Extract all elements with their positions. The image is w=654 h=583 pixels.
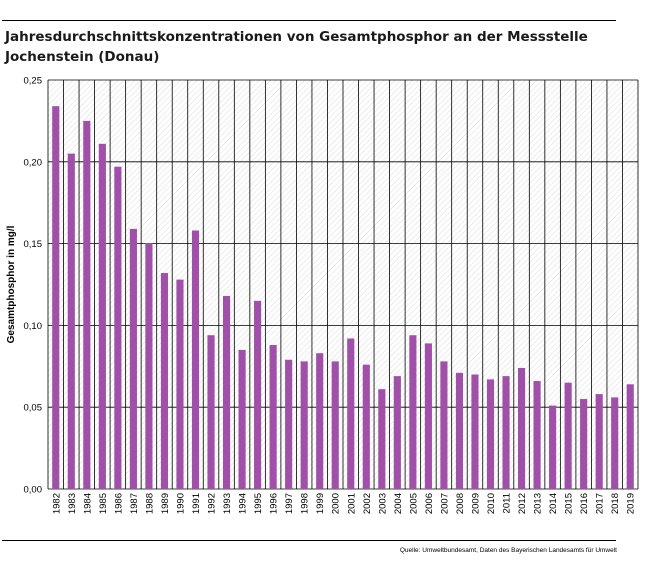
bar-1995: [254, 300, 262, 489]
bar-1992: [207, 335, 215, 489]
x-tick-label: 2014: [548, 493, 559, 514]
top-rule: [2, 20, 616, 21]
bar-1982: [52, 106, 60, 490]
bar-2015: [564, 382, 572, 489]
bar-2011: [502, 376, 510, 489]
x-tick-label: 2002: [362, 493, 373, 514]
bar-2008: [455, 372, 464, 489]
bar-2010: [486, 379, 495, 489]
x-tick-label: 1993: [222, 493, 233, 514]
x-tick-label: 2008: [455, 493, 466, 514]
x-tick-label: 2013: [533, 493, 544, 514]
bar-2002: [362, 364, 370, 489]
bar-1999: [316, 353, 324, 489]
bar-2007: [440, 361, 448, 489]
bar-2013: [533, 381, 541, 489]
x-tick-label: 2016: [579, 493, 590, 514]
bar-1986: [114, 166, 122, 489]
bar-2019: [626, 384, 634, 489]
x-tick-label: 2001: [346, 493, 357, 514]
y-tick-label: 0,00: [24, 485, 43, 496]
x-tick-label: 1985: [98, 493, 109, 514]
bar-1996: [269, 345, 277, 489]
y-tick-label: 0,05: [24, 403, 43, 414]
x-tick-label: 1986: [113, 493, 124, 514]
bar-2017: [595, 394, 603, 489]
x-tick-label: 2018: [610, 493, 621, 514]
x-tick-label: 1996: [269, 493, 280, 514]
y-tick-label: 0,25: [24, 76, 43, 87]
x-tick-label: 2006: [424, 493, 435, 514]
bar-2009: [471, 374, 479, 489]
x-tick-label: 2015: [564, 493, 575, 514]
x-axis: 1982 1983 1984 1985 1986 1987 1988 1989 1990 1991…: [51, 493, 636, 514]
bar-1983: [67, 153, 75, 489]
source-note: Quelle: Umweltbundesamt, Daten des Bayer…: [399, 547, 617, 554]
x-tick-label: 2000: [331, 493, 342, 514]
y-axis: 0,00 0,05 0,10 0,15 0,20 0,25: [24, 76, 43, 496]
bar-1984: [83, 120, 91, 490]
bar-2000: [331, 361, 339, 489]
x-tick-label: 2011: [502, 493, 513, 513]
x-tick-label: 2007: [439, 493, 450, 514]
bar-1989: [160, 273, 169, 489]
x-tick-label: 1991: [191, 493, 202, 514]
bar-series: [52, 106, 634, 490]
bar-2001: [347, 338, 355, 489]
x-tick-label: 2017: [595, 493, 606, 514]
x-tick-label: 1982: [51, 493, 62, 514]
bar-2003: [378, 389, 386, 489]
x-tick-label: 1988: [144, 493, 155, 514]
x-tick-label: 2019: [626, 493, 637, 514]
x-tick-label: 1994: [238, 493, 249, 514]
x-tick-label: 1995: [253, 493, 264, 514]
bar-1994: [238, 349, 246, 489]
x-tick-label: 2009: [470, 493, 481, 514]
x-tick-label: 2005: [408, 493, 419, 514]
bar-1993: [222, 295, 231, 489]
y-tick-label: 0,20: [24, 157, 43, 168]
chart-title: Jahresdurchschnittskonzentrationen von G…: [5, 29, 588, 65]
bar-1990: [176, 279, 184, 489]
x-tick-label: 1989: [160, 493, 171, 514]
bar-2018: [611, 397, 619, 489]
x-tick-label: 1998: [300, 493, 311, 514]
y-axis-label: Gesamtphosphor in mg/l: [6, 225, 17, 343]
x-tick-label: 1999: [315, 493, 326, 514]
x-tick-label: 1992: [207, 493, 218, 514]
x-tick-label: 2010: [486, 493, 497, 514]
bar-1998: [300, 361, 308, 489]
bar-2014: [549, 405, 557, 489]
y-tick-label: 0,10: [24, 321, 43, 332]
bar-1985: [98, 143, 106, 489]
y-tick-label: 0,15: [24, 239, 43, 250]
x-tick-label: 2012: [517, 493, 528, 514]
bar-1988: [145, 243, 153, 489]
bar-1991: [191, 230, 200, 489]
bar-1987: [129, 228, 137, 489]
x-tick-label: 1983: [67, 493, 78, 514]
bottom-rule: [2, 540, 616, 541]
bar-2012: [517, 367, 526, 489]
bar-2005: [409, 335, 417, 489]
bar-2016: [580, 399, 588, 489]
x-tick-label: 1984: [82, 493, 93, 514]
bar-2004: [393, 376, 401, 489]
x-tick-label: 2003: [377, 493, 388, 514]
bar-1997: [285, 359, 293, 489]
x-tick-label: 1997: [284, 493, 295, 514]
x-tick-label: 1990: [175, 493, 186, 514]
x-tick-label: 1987: [129, 493, 140, 514]
bar-2006: [424, 343, 432, 489]
x-tick-label: 2004: [393, 493, 404, 514]
